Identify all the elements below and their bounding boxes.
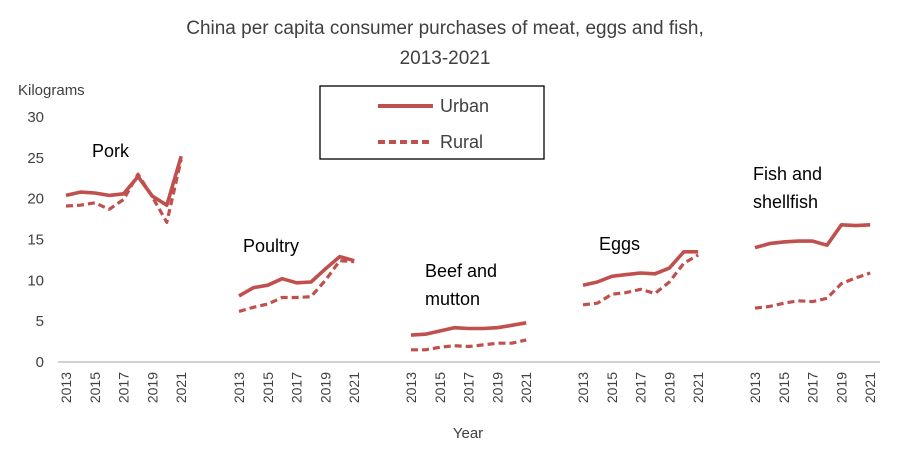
y-tick-label: 25 bbox=[27, 150, 44, 167]
series-rural-line-group-4 bbox=[582, 253, 699, 307]
group-label-1: Pork bbox=[92, 141, 130, 161]
x-tick-label: 2017 bbox=[805, 372, 821, 403]
series-urban-line-group-5 bbox=[754, 223, 871, 250]
x-tick-label: 2019 bbox=[661, 372, 677, 403]
group-label-3: mutton bbox=[425, 289, 480, 309]
x-tick-label: 2019 bbox=[144, 372, 160, 403]
y-tick-label: 5 bbox=[36, 313, 44, 330]
x-tick-label: 2015 bbox=[604, 372, 620, 403]
series-rural-line-group-1 bbox=[65, 159, 183, 224]
x-tick-label: 2015 bbox=[432, 372, 448, 403]
x-tick-label: 2017 bbox=[289, 372, 305, 403]
group-labels: Pork Poultry Beef and mutton Eggs Fish and she… bbox=[92, 141, 822, 309]
x-tick-label: 2017 bbox=[461, 372, 477, 403]
y-tick-label: 30 bbox=[27, 109, 44, 126]
y-tick-label: 20 bbox=[27, 191, 44, 208]
series-urban-line-group-1 bbox=[65, 155, 183, 207]
series-urban-line-group-2 bbox=[238, 254, 355, 298]
x-axis-label: Year bbox=[453, 425, 483, 442]
y-axis-label: Kilograms bbox=[18, 82, 85, 99]
legend-urban-label: Urban bbox=[440, 96, 489, 116]
series-rural-line-group-3 bbox=[411, 338, 527, 352]
x-tick-label: 2015 bbox=[260, 372, 276, 403]
legend: Urban Rural bbox=[319, 85, 545, 160]
legend-rural-label: Rural bbox=[440, 132, 483, 152]
group-label-2: Poultry bbox=[243, 236, 299, 256]
x-axis-ticks: 2013 2015 2017 2019 2021 2013 2015 2017 2019 2021… bbox=[58, 372, 878, 403]
y-tick-label: 0 bbox=[36, 354, 44, 371]
x-tick-label: 2017 bbox=[633, 372, 649, 403]
x-tick-label: 2021 bbox=[690, 372, 706, 403]
series-urban-line-group-3 bbox=[410, 321, 527, 337]
x-tick-label: 2013 bbox=[58, 372, 74, 403]
x-tick-label: 2021 bbox=[862, 372, 878, 403]
series-urban-line-group-4 bbox=[582, 250, 699, 287]
x-tick-label: 2019 bbox=[833, 372, 849, 403]
chart-title-line-2: 2013-2021 bbox=[400, 48, 491, 69]
group-label-5: shellfish bbox=[753, 192, 818, 212]
x-tick-label: 2021 bbox=[346, 372, 362, 403]
group-label-3: Beef and bbox=[425, 261, 497, 281]
y-tick-label: 15 bbox=[27, 232, 44, 249]
group-label-5: Fish and bbox=[753, 164, 822, 184]
chart-title-line-1: China per capita consumer purchases of m… bbox=[186, 18, 704, 39]
x-tick-label: 2013 bbox=[403, 372, 419, 403]
x-tick-label: 2019 bbox=[317, 372, 333, 403]
x-tick-label: 2017 bbox=[116, 372, 132, 403]
x-tick-label: 2021 bbox=[518, 372, 534, 403]
x-tick-label: 2015 bbox=[87, 372, 103, 403]
y-tick-label: 10 bbox=[27, 272, 44, 289]
y-axis-ticks: 0 5 10 15 20 25 30 bbox=[27, 109, 44, 371]
series-rural-line-group-5 bbox=[754, 271, 871, 310]
x-tick-label: 2013 bbox=[747, 372, 763, 403]
group-label-4: Eggs bbox=[599, 234, 640, 254]
x-tick-label: 2019 bbox=[489, 372, 505, 403]
series-rural-line-group-2 bbox=[238, 259, 355, 313]
x-tick-label: 2013 bbox=[231, 372, 247, 403]
x-tick-label: 2015 bbox=[776, 372, 792, 403]
x-tick-label: 2013 bbox=[575, 372, 591, 403]
legend-box bbox=[319, 85, 545, 160]
series-layer bbox=[65, 155, 871, 352]
x-tick-label: 2021 bbox=[173, 372, 189, 403]
